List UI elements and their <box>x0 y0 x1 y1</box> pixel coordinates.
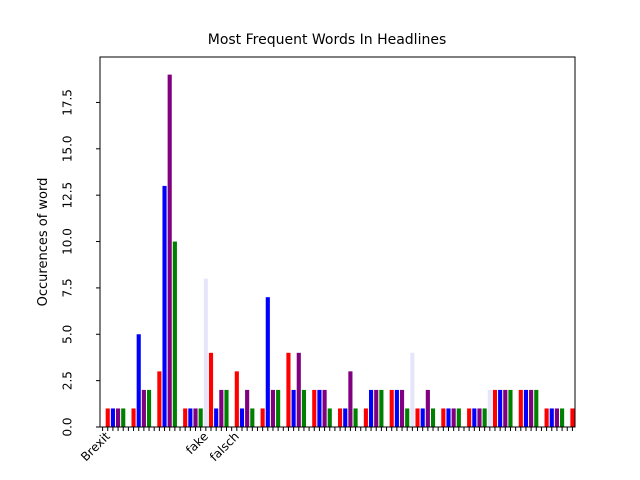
bar <box>131 408 136 427</box>
bar <box>296 352 301 427</box>
bar <box>544 408 549 427</box>
y-tick-label: 7.5 <box>61 278 75 297</box>
bar <box>523 389 529 427</box>
chart-title: Most Frequent Words In Headlines <box>208 32 447 48</box>
x-tick-label: fake <box>183 429 211 457</box>
bar <box>570 408 575 427</box>
bar <box>219 389 224 427</box>
bar <box>188 408 193 427</box>
x-tick-label: falsch <box>207 429 242 464</box>
bar <box>338 408 343 427</box>
bar <box>198 408 203 427</box>
bar <box>157 371 162 427</box>
bar <box>446 408 451 427</box>
bar <box>265 297 270 427</box>
bar <box>276 389 281 427</box>
bar <box>270 389 276 427</box>
bar <box>425 389 430 427</box>
bar <box>503 389 508 427</box>
bar <box>317 389 322 427</box>
bar <box>554 408 559 427</box>
bar <box>492 389 498 427</box>
x-tick-label: Brexit <box>78 429 113 464</box>
bar <box>451 408 456 427</box>
bar <box>498 389 503 427</box>
bar <box>141 389 146 427</box>
bar <box>312 389 317 427</box>
bar <box>456 408 461 427</box>
bar <box>146 389 152 427</box>
y-tick-label: 2.5 <box>61 371 75 390</box>
bar <box>420 408 425 427</box>
bar <box>105 408 110 427</box>
bar <box>560 408 565 427</box>
y-tick-label: 15.0 <box>61 135 75 162</box>
bar <box>239 408 245 427</box>
bar <box>193 408 198 427</box>
bar <box>348 371 353 427</box>
bar <box>399 389 405 427</box>
bar <box>162 185 167 427</box>
bar <box>363 408 368 427</box>
bar <box>116 408 121 427</box>
bar <box>353 408 358 427</box>
bar <box>410 352 415 427</box>
y-tick-label: 0.0 <box>61 417 75 436</box>
bar <box>250 408 255 427</box>
y-tick-label: 10.0 <box>61 228 75 255</box>
bar <box>110 408 115 427</box>
bar <box>529 389 534 427</box>
bar <box>301 389 307 427</box>
bar <box>430 408 436 427</box>
bar <box>327 408 332 427</box>
y-tick-label: 17.5 <box>61 89 75 116</box>
bar <box>518 389 523 427</box>
bar <box>415 408 420 427</box>
bar <box>172 241 177 427</box>
bar <box>343 408 348 427</box>
bar <box>405 408 410 427</box>
y-tick-label: 5.0 <box>61 325 75 344</box>
bar <box>291 389 296 427</box>
bar <box>374 389 379 427</box>
y-tick-label: 12.5 <box>61 182 75 209</box>
bar <box>549 408 554 427</box>
bar <box>389 389 394 427</box>
bar <box>487 389 492 427</box>
bar <box>121 408 126 427</box>
bar <box>136 334 141 427</box>
plot-frame <box>99 56 576 428</box>
bar <box>508 389 513 427</box>
y-axis-label: Occurences of word <box>36 178 51 307</box>
bar <box>379 389 384 427</box>
bar <box>286 352 291 427</box>
bar <box>208 352 214 427</box>
bar <box>224 389 229 427</box>
bar <box>322 389 327 427</box>
bar <box>183 408 188 427</box>
bar <box>534 389 539 427</box>
bar <box>260 408 265 427</box>
bar <box>441 408 446 427</box>
bar <box>394 389 399 427</box>
bar <box>245 389 250 427</box>
bar <box>482 408 487 427</box>
bar <box>203 278 208 427</box>
bar <box>167 74 172 427</box>
bar <box>214 408 219 427</box>
bar <box>472 408 477 427</box>
bar <box>368 389 374 427</box>
bar <box>467 408 472 427</box>
bar <box>477 408 482 427</box>
bar <box>234 371 239 427</box>
